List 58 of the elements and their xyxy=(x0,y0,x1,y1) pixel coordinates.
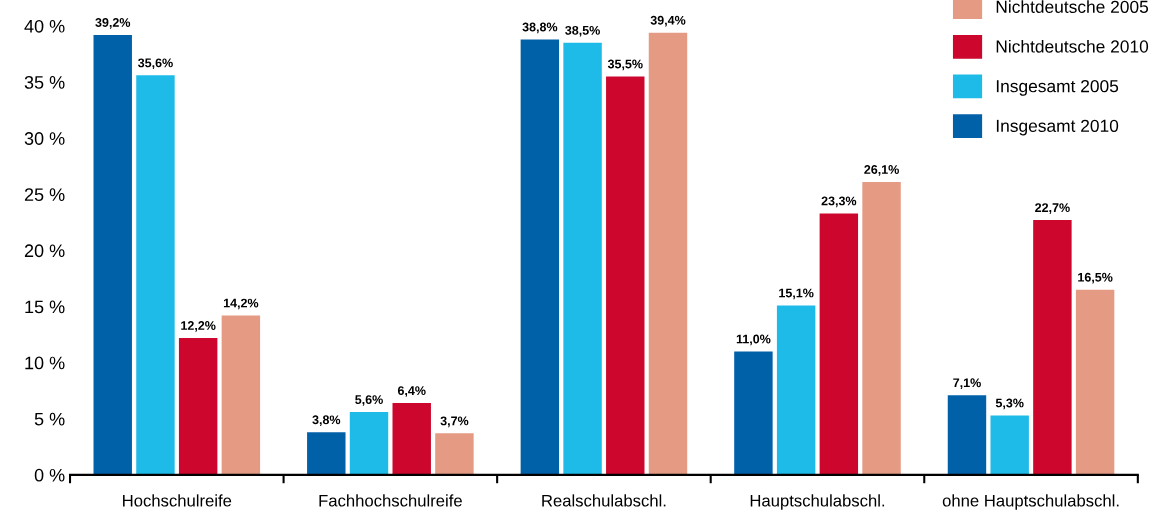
bar xyxy=(819,213,859,475)
data-label: 5,6% xyxy=(355,395,383,406)
y-tick-label: 0 % xyxy=(34,468,65,482)
legend-label: Nichtdeutsche 2005 xyxy=(996,0,1149,13)
bar xyxy=(520,39,560,475)
data-label: 22,7% xyxy=(1035,203,1070,214)
data-label: 39,4% xyxy=(650,15,686,27)
data-label: 5,3% xyxy=(995,398,1024,410)
data-label: 38,8% xyxy=(522,22,558,34)
data-label: 12,2% xyxy=(181,321,216,332)
data-label: 16,5% xyxy=(1078,272,1113,284)
bar xyxy=(93,34,132,475)
y-tick-label: 15 % xyxy=(25,300,65,314)
bar xyxy=(648,32,688,475)
bar xyxy=(307,432,346,475)
data-label: 35,6% xyxy=(138,58,173,70)
bar xyxy=(349,412,389,475)
y-tick-label: 5 % xyxy=(34,412,65,426)
data-label: 6,4% xyxy=(397,386,426,397)
bar xyxy=(990,415,1029,475)
legend-label: Insgesamt 2010 xyxy=(996,119,1119,136)
bar xyxy=(136,75,175,475)
legend-label: Insgesamt 2005 xyxy=(996,80,1119,96)
bar xyxy=(435,433,474,475)
bar xyxy=(563,42,602,475)
y-tick-label: 10 % xyxy=(25,356,65,370)
bar xyxy=(947,395,987,475)
data-label: 7,1% xyxy=(953,378,981,389)
data-label: 39,2% xyxy=(95,18,131,29)
data-label: 11,0% xyxy=(736,334,771,346)
bar xyxy=(178,337,218,475)
x-tick-label: Hauptschulabschl. xyxy=(750,494,885,510)
bar xyxy=(606,76,645,475)
x-tick-label: ohne Hauptschulabschl. xyxy=(942,494,1119,510)
bar xyxy=(1033,220,1072,475)
data-label: 35,5% xyxy=(607,59,643,71)
data-label: 26,1% xyxy=(864,165,899,176)
y-tick-label: 25 % xyxy=(24,188,65,202)
x-tick-label: Fachhochschulreife xyxy=(319,494,462,507)
x-tick-label: Hochschulreife xyxy=(123,494,232,507)
x-tick-label: Realschulabschl. xyxy=(542,494,666,507)
data-label: 3,8% xyxy=(312,415,341,427)
data-label: 23,3% xyxy=(821,196,857,208)
data-label: 15,1% xyxy=(779,288,814,300)
data-label: 38,5% xyxy=(565,25,600,37)
y-tick-label: 40 % xyxy=(24,19,65,33)
legend-label: Nichtdeutsche 2010 xyxy=(996,39,1149,53)
bar xyxy=(221,315,261,475)
bar xyxy=(862,181,901,475)
y-tick-label: 20 % xyxy=(24,244,65,258)
bar xyxy=(1075,289,1115,475)
y-tick-label: 35 % xyxy=(24,76,65,89)
y-tick-label: 30 % xyxy=(24,132,65,145)
bar xyxy=(392,403,431,475)
bar xyxy=(776,305,816,475)
bar xyxy=(734,351,773,475)
data-label: 3,7% xyxy=(440,416,469,428)
data-label: 14,2% xyxy=(223,298,259,310)
